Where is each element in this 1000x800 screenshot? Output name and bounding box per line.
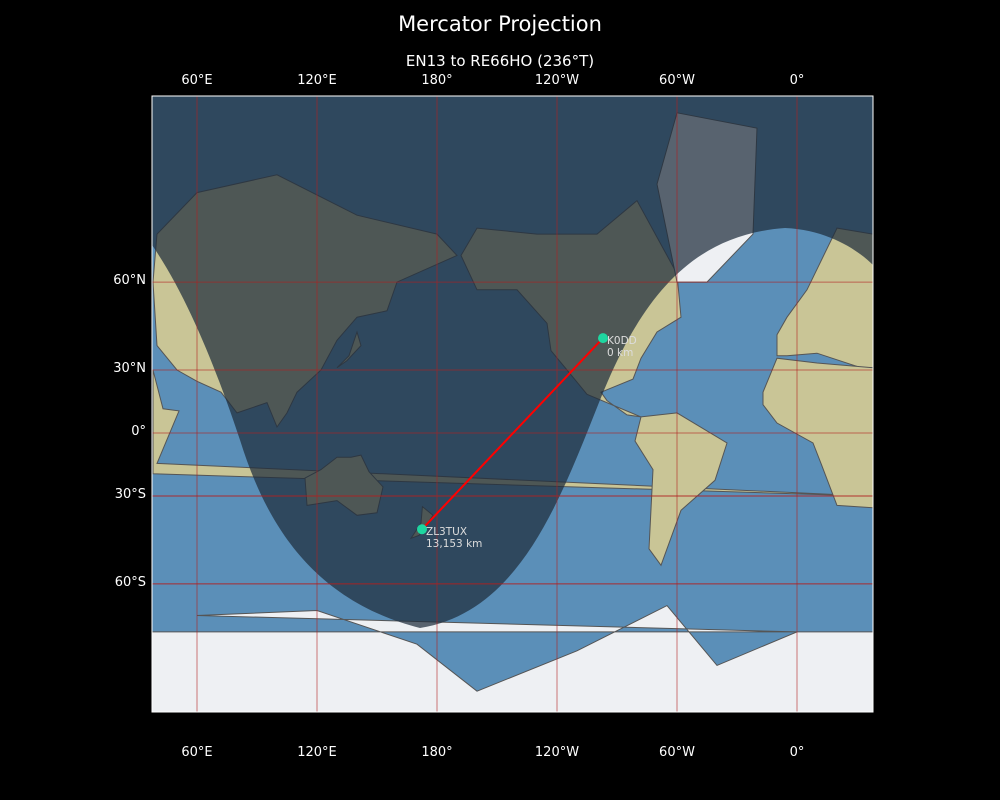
map-title: Mercator Projection: [398, 12, 602, 36]
station-call-label: K0DD: [607, 335, 637, 348]
station-distance-label: 13,153 km: [426, 538, 483, 551]
map-subtitle: EN13 to RE66HO (236°T): [405, 52, 595, 70]
land-s-america: [634, 412, 728, 567]
lon-tick-top: 120°W: [534, 73, 580, 88]
night-shading: [152, 96, 873, 628]
lat-tick: 30°N: [113, 361, 146, 377]
lat-tick: 30°S: [114, 486, 146, 502]
lon-tick-top: 180°: [421, 73, 453, 88]
lat-tick: 0°: [131, 424, 146, 439]
lon-tick-top: 120°E: [297, 73, 337, 88]
lon-tick-bottom: 0°: [789, 745, 805, 760]
lat-tick: 60°N: [113, 273, 146, 289]
lon-tick-bottom: 60°W: [659, 745, 695, 760]
station-marker: [417, 524, 427, 535]
land-antarctica: [152, 604, 873, 712]
station-marker: [598, 333, 608, 344]
lon-tick-bottom: 120°W: [534, 745, 580, 760]
lon-tick-bottom: 120°E: [297, 745, 337, 760]
map-frame: [151, 95, 874, 713]
lon-tick-bottom: 60°E: [181, 745, 213, 760]
graticule: [152, 96, 873, 712]
lon-tick-top: 0°: [789, 73, 805, 88]
lon-tick-bottom: 180°: [421, 745, 453, 760]
lon-tick-top: 60°W: [659, 73, 695, 88]
lon-tick-top: 60°E: [181, 73, 213, 88]
lat-tick: 60°S: [114, 574, 146, 590]
great-circle-path: [421, 337, 604, 530]
station-call-label: ZL3TUX: [426, 526, 468, 539]
land-europe-africa-east: [776, 227, 873, 369]
land-africa: [152, 369, 868, 497]
station-distance-label: 0 km: [607, 347, 634, 360]
